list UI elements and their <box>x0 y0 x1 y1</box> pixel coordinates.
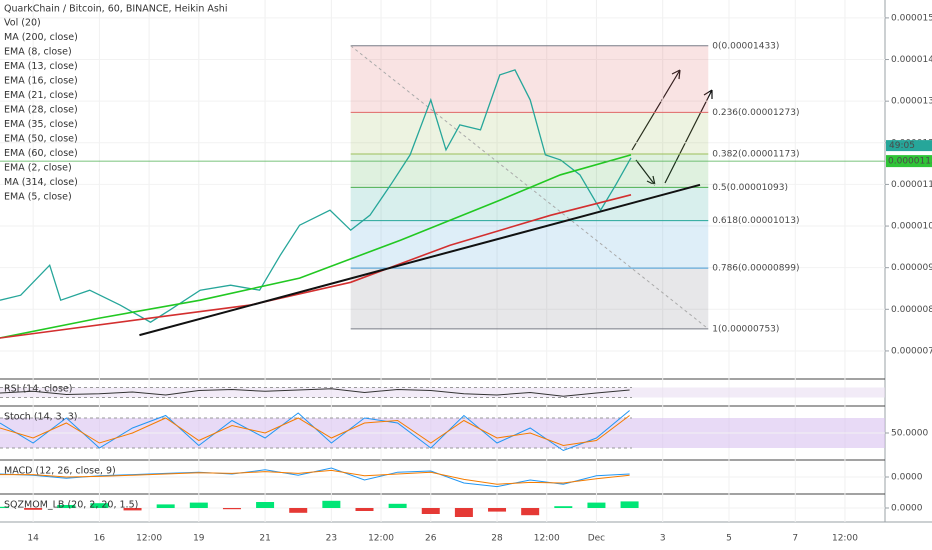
histogram-bar <box>587 502 606 508</box>
histogram-bar <box>256 502 275 508</box>
fib-label: 1(0.00000753) <box>712 324 779 334</box>
pane-title: QuarkChain / Bitcoin, 60, BINANCE, Heiki… <box>4 4 227 15</box>
y-tick-label: 0.00000700 <box>891 346 932 356</box>
fib-band <box>350 268 709 329</box>
legend: RSI (14, close) <box>4 384 72 395</box>
x-tick-label: 5 <box>726 534 732 544</box>
histogram-bar <box>90 503 109 508</box>
histogram-bar <box>554 506 573 508</box>
series-line <box>0 388 630 397</box>
arrow <box>664 89 713 184</box>
histogram-bar <box>521 508 540 516</box>
x-tick-label: 12:00 <box>136 534 162 544</box>
x-tick-label: 26 <box>425 534 437 544</box>
x-tick-label: 12:00 <box>368 534 394 544</box>
indicator-label: EMA (5, close) <box>4 192 72 203</box>
fib-band <box>350 112 709 155</box>
y-tick-label: 0.0000 <box>891 473 923 483</box>
x-tick-label: 19 <box>193 534 205 544</box>
indicator-label: EMA (35, close) <box>4 119 78 130</box>
histogram-bar <box>421 508 440 514</box>
legend: QuarkChain / Bitcoin, 60, BINANCE, Heiki… <box>4 4 227 203</box>
x-tick-label: 21 <box>259 534 270 544</box>
histogram-bar <box>454 508 473 517</box>
pane-title: MACD (12, 26, close, 9) <box>4 466 116 477</box>
histogram-bar <box>0 506 9 508</box>
indicator-label: MA (314, close) <box>4 177 78 188</box>
y-tick-label: 0.00001000 <box>891 222 932 232</box>
y-tick-label: 50.0000 <box>891 429 928 439</box>
indicator-label: Vol (20) <box>4 18 41 29</box>
histogram-bar <box>24 508 43 510</box>
legend: Stoch (14, 3, 3) <box>4 412 78 423</box>
pane-title: Stoch (14, 3, 3) <box>4 412 78 423</box>
indicator-label: EMA (50, close) <box>4 134 78 145</box>
histogram-bar <box>156 504 175 508</box>
indicator-label: MA (200, close) <box>4 32 78 43</box>
fib-band <box>350 45 709 113</box>
indicator-label: EMA (60, close) <box>4 148 78 159</box>
indicator-label: EMA (2, close) <box>4 163 72 174</box>
indicator-label: EMA (8, close) <box>4 47 72 58</box>
x-tick-label: 12:00 <box>534 534 560 544</box>
series-line <box>0 415 630 447</box>
fib-band <box>350 187 709 221</box>
countdown: 49:05 <box>889 141 915 151</box>
indicator-label: EMA (21, close) <box>4 90 78 101</box>
histogram-bar <box>488 508 507 512</box>
x-tick-label: 14 <box>27 534 39 544</box>
x-tick-label: 23 <box>326 534 337 544</box>
fib-band <box>350 154 709 188</box>
series-line <box>0 154 632 339</box>
y-tick-label: 0.00000800 <box>891 305 932 315</box>
fib-label: 0.618(0.00001013) <box>712 216 799 226</box>
x-tick-label: 7 <box>792 534 798 544</box>
histogram-bar <box>388 503 407 508</box>
y-tick-label: 0.00001100 <box>891 180 932 190</box>
series-line <box>0 469 630 485</box>
x-tick-label: 16 <box>94 534 106 544</box>
fib-label: 0.236(0.00001273) <box>712 108 799 118</box>
x-tick-label: 3 <box>660 534 666 544</box>
fib-band <box>350 220 709 269</box>
histogram-bar <box>620 501 639 508</box>
y-tick-label: 0.00001500 <box>891 13 932 23</box>
indicator-label: EMA (28, close) <box>4 105 78 116</box>
fib-label: 0.786(0.00000899) <box>712 264 799 274</box>
fib-label: 0(0.00001433) <box>712 41 779 51</box>
x-tick-label: Dec <box>588 534 605 544</box>
histogram-bar <box>355 508 374 511</box>
histogram-bar <box>123 508 142 511</box>
histogram-bar <box>222 508 241 510</box>
x-tick-label: 12:00 <box>832 534 858 544</box>
indicator-label: EMA (13, close) <box>4 61 78 72</box>
histogram-bar <box>57 505 76 508</box>
series-line <box>0 69 632 323</box>
legend: MACD (12, 26, close, 9) <box>4 466 116 477</box>
fib-label: 0.5(0.00001093) <box>712 183 788 193</box>
drawn-arrows <box>631 69 713 186</box>
band-fill <box>0 387 885 398</box>
trendline <box>139 183 701 337</box>
indicator-label: EMA (16, close) <box>4 76 78 87</box>
histogram-bar <box>322 500 341 508</box>
countdown-box <box>886 140 932 152</box>
y-tick-label: 0.0000 <box>891 504 923 514</box>
histogram-bar <box>289 508 308 513</box>
legend: SQZMOM_LB (20, 2, 20, 1.5) <box>4 500 138 511</box>
pane-title: RSI (14, close) <box>4 384 72 395</box>
arrow <box>631 69 681 151</box>
fib-label: 0.382(0.00001173) <box>712 150 799 160</box>
y-tick-label: 0.00001300 <box>891 97 932 107</box>
histogram-bar <box>189 502 208 508</box>
pane-title: SQZMOM_LB (20, 2, 20, 1.5) <box>4 500 138 511</box>
last-price-box <box>886 155 932 168</box>
y-tick-label: 0.00001400 <box>891 55 932 65</box>
y-tick-label: 0.00000900 <box>891 263 932 273</box>
last-price-label: 0.00001156 <box>888 157 932 167</box>
x-tick-label: 28 <box>491 534 503 544</box>
series-line <box>0 194 632 339</box>
